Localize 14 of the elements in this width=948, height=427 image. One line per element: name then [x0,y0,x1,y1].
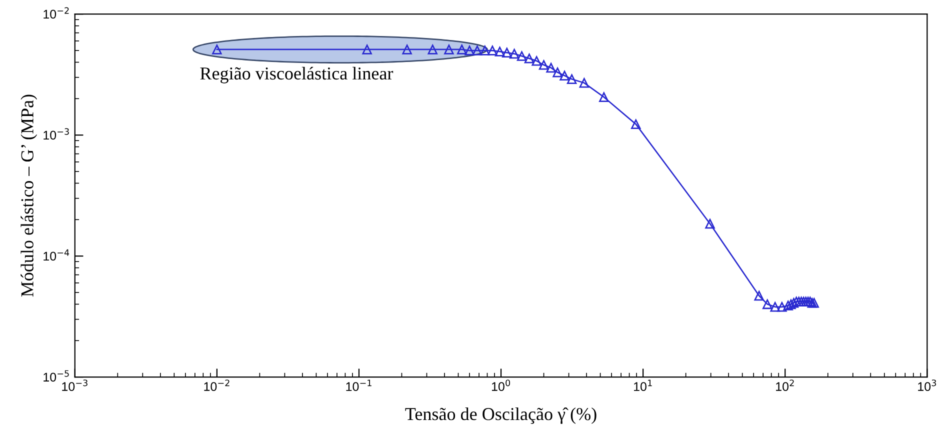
x-tick-label: 10$^{1}$ [634,380,652,391]
y-tick-label: 10$^{−2}$ [44,7,69,19]
x-tick-label: 10$^{0}$ [492,380,510,391]
y-tick-label: 10$^{−4}$ [44,249,70,261]
y-axis-title: Módulo elástico – G’ (MPa) [20,94,38,297]
x-tick-label: 10$^{−1}$ [346,380,372,391]
y-tick-label: 10$^{−3}$ [44,128,69,140]
annotation: Região viscoelástica linear [200,66,394,84]
x-tick-label: 10$^{2}$ [776,380,794,391]
x-tick-label: 10$^{3}$ [918,380,936,391]
x-tick-label: 10$^{−2}$ [204,380,230,391]
x-tick-label: 10$^{−3}$ [62,380,88,391]
y-tick-label: 10$^{−5}$ [44,370,69,382]
x-axis-title: Tensão de Oscilação γ̂ (%) [405,407,596,424]
